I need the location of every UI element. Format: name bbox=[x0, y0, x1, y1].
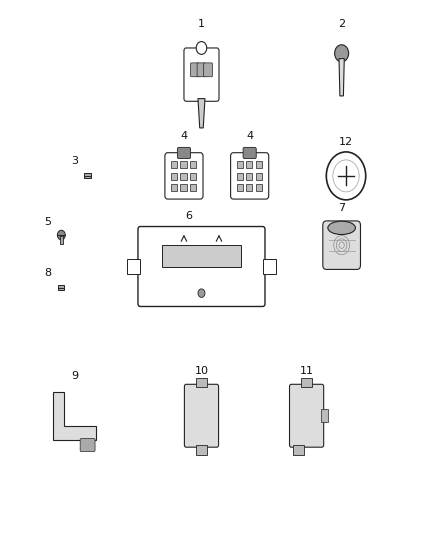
Bar bbox=[196, 445, 207, 455]
FancyBboxPatch shape bbox=[184, 384, 219, 447]
Polygon shape bbox=[198, 99, 205, 128]
FancyBboxPatch shape bbox=[230, 152, 268, 199]
FancyBboxPatch shape bbox=[204, 63, 212, 77]
Bar bbox=[256, 161, 262, 168]
FancyBboxPatch shape bbox=[323, 221, 360, 269]
Bar bbox=[256, 184, 262, 191]
Bar bbox=[180, 184, 187, 191]
Circle shape bbox=[335, 45, 349, 62]
Bar bbox=[171, 184, 177, 191]
Text: 1: 1 bbox=[198, 19, 205, 29]
Text: 3: 3 bbox=[71, 156, 78, 166]
FancyBboxPatch shape bbox=[191, 63, 199, 77]
FancyBboxPatch shape bbox=[290, 384, 324, 447]
Circle shape bbox=[326, 152, 366, 200]
Bar bbox=[293, 445, 304, 455]
Bar bbox=[58, 285, 64, 290]
Bar bbox=[256, 173, 262, 180]
Bar bbox=[162, 245, 241, 266]
FancyBboxPatch shape bbox=[184, 48, 219, 101]
Bar bbox=[237, 184, 243, 191]
Bar bbox=[263, 259, 276, 274]
Bar bbox=[246, 161, 252, 168]
Bar bbox=[127, 259, 140, 274]
FancyBboxPatch shape bbox=[177, 147, 191, 159]
Text: 12: 12 bbox=[339, 136, 353, 147]
Bar bbox=[190, 173, 196, 180]
Bar bbox=[237, 173, 243, 180]
Text: 8: 8 bbox=[45, 268, 52, 278]
Circle shape bbox=[333, 160, 359, 192]
FancyBboxPatch shape bbox=[197, 63, 206, 77]
Bar bbox=[60, 236, 63, 244]
Text: 4: 4 bbox=[246, 131, 253, 141]
FancyBboxPatch shape bbox=[80, 439, 95, 451]
Text: 10: 10 bbox=[194, 366, 208, 376]
Bar bbox=[246, 184, 252, 191]
Bar bbox=[321, 409, 328, 422]
FancyBboxPatch shape bbox=[138, 227, 265, 306]
Bar bbox=[85, 173, 91, 179]
Circle shape bbox=[198, 289, 205, 297]
Text: 9: 9 bbox=[71, 371, 78, 381]
Bar bbox=[196, 378, 207, 387]
FancyBboxPatch shape bbox=[165, 152, 203, 199]
Bar bbox=[237, 161, 243, 168]
Bar bbox=[171, 173, 177, 180]
Bar bbox=[190, 161, 196, 168]
Bar bbox=[246, 173, 252, 180]
Circle shape bbox=[57, 230, 65, 240]
Bar bbox=[171, 161, 177, 168]
Text: 4: 4 bbox=[180, 131, 187, 141]
FancyBboxPatch shape bbox=[243, 147, 256, 159]
Polygon shape bbox=[339, 59, 344, 96]
Circle shape bbox=[196, 42, 207, 54]
Bar bbox=[180, 161, 187, 168]
Polygon shape bbox=[53, 392, 96, 440]
Text: 7: 7 bbox=[338, 203, 345, 213]
Bar bbox=[301, 378, 312, 387]
Bar bbox=[190, 184, 196, 191]
Text: 2: 2 bbox=[338, 19, 345, 29]
Text: 6: 6 bbox=[185, 211, 192, 221]
Ellipse shape bbox=[328, 221, 356, 235]
Bar bbox=[180, 173, 187, 180]
Text: 11: 11 bbox=[300, 366, 314, 376]
Text: 5: 5 bbox=[45, 216, 52, 227]
